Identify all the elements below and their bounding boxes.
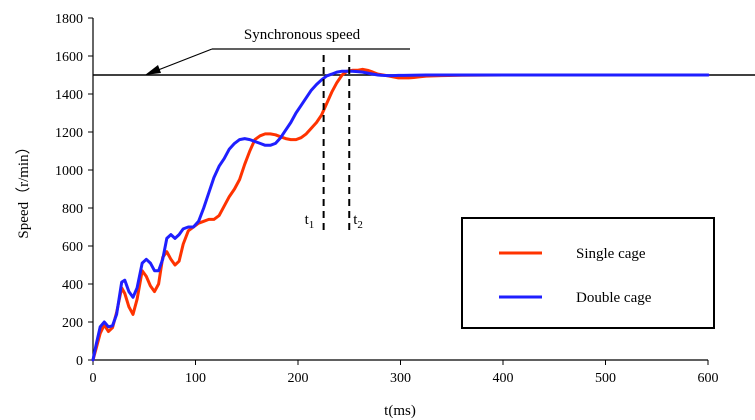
legend-label-single-cage: Single cage <box>576 246 646 262</box>
annotation-arrowhead <box>145 65 161 75</box>
x-tick-label: 500 <box>595 371 616 386</box>
x-tick-label: 200 <box>288 371 309 386</box>
y-tick-label: 1600 <box>55 50 83 65</box>
series-group <box>91 67 710 362</box>
marker-label-t2: t2 <box>353 212 363 231</box>
y-tick-label: 1000 <box>55 164 83 179</box>
legend: Single cage Double cage <box>461 217 715 329</box>
y-tick-label: 1200 <box>55 126 83 141</box>
x-axis-title: t(ms) <box>384 403 416 419</box>
y-axis-title: Speed（r/min） <box>15 139 32 238</box>
legend-box <box>461 217 715 329</box>
legend-label-double-cage: Double cage <box>576 290 652 306</box>
x-tick-label: 0 <box>90 371 97 386</box>
y-tick-label: 200 <box>62 316 83 331</box>
annotation-pointer <box>152 48 213 73</box>
y-tick-label: 1400 <box>55 88 83 103</box>
y-axis-ticks: 0 200 400 600 800 1000 1200 1400 1600 1800 <box>55 12 93 369</box>
synchronous-speed-label: Synchronous speed <box>244 27 361 43</box>
y-tick-label: 600 <box>62 240 83 255</box>
x-tick-label: 400 <box>493 371 514 386</box>
x-axis-ticks: 0 100 200 300 400 500 600 <box>90 360 719 386</box>
y-tick-label: 800 <box>62 202 83 217</box>
series-line-double-cage <box>91 69 710 362</box>
x-tick-label: 100 <box>185 371 206 386</box>
x-tick-label: 300 <box>390 371 411 386</box>
y-tick-label: 1800 <box>55 12 83 27</box>
x-tick-label: 600 <box>698 371 719 386</box>
marker-label-t1: t1 <box>305 212 315 231</box>
y-tick-label: 0 <box>76 354 83 369</box>
time-markers: t1 t2 <box>305 55 363 232</box>
y-tick-label: 400 <box>62 278 83 293</box>
